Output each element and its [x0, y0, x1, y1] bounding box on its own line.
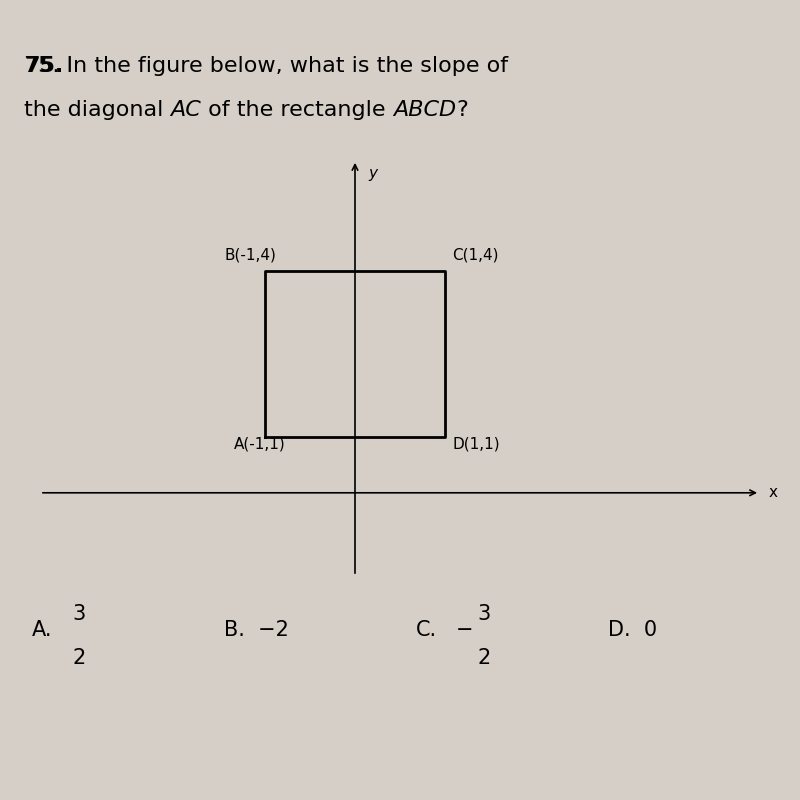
- Text: AC: AC: [170, 100, 202, 120]
- Text: A(-1,1): A(-1,1): [234, 436, 286, 451]
- Text: 2: 2: [72, 648, 86, 668]
- Text: B.  −2: B. −2: [224, 620, 289, 640]
- Text: y: y: [369, 166, 378, 181]
- Text: C.: C.: [416, 620, 437, 640]
- Text: 2: 2: [478, 648, 491, 668]
- Text: of the rectangle: of the rectangle: [202, 100, 393, 120]
- Text: D(1,1): D(1,1): [452, 436, 500, 451]
- Text: 75. In the figure below, what is the slope of: 75. In the figure below, what is the slo…: [24, 56, 508, 76]
- Text: D.  0: D. 0: [608, 620, 657, 640]
- Text: −: −: [456, 620, 474, 640]
- Text: 3: 3: [478, 604, 491, 624]
- Text: 3: 3: [72, 604, 86, 624]
- Text: ABCD: ABCD: [393, 100, 456, 120]
- Text: C(1,4): C(1,4): [452, 248, 498, 262]
- Text: A.: A.: [32, 620, 53, 640]
- Text: x: x: [769, 486, 778, 500]
- Text: 75.: 75.: [24, 56, 63, 76]
- Text: ?: ?: [456, 100, 468, 120]
- Text: the diagonal: the diagonal: [24, 100, 170, 120]
- Text: B(-1,4): B(-1,4): [225, 248, 276, 262]
